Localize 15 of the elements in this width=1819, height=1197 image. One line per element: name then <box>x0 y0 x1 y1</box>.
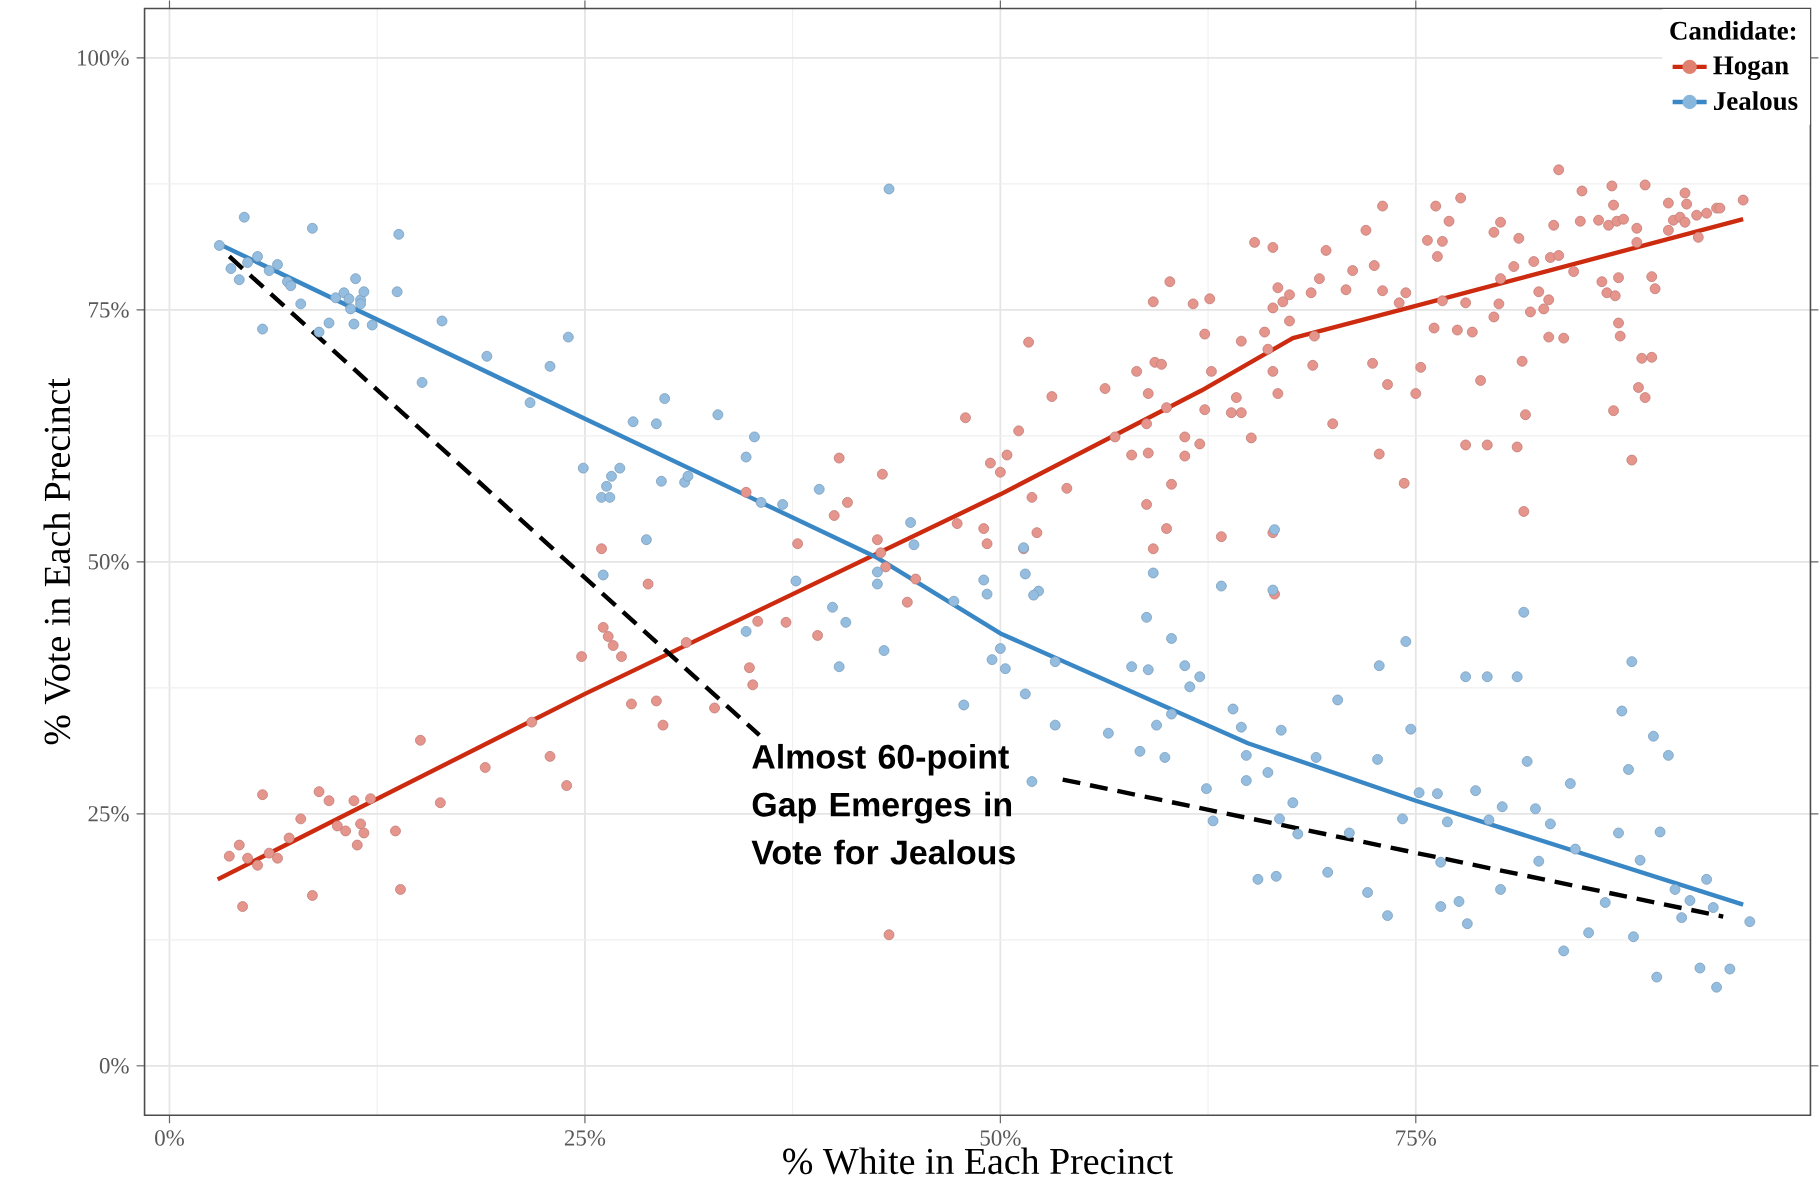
y-tick-label: 0% <box>99 1058 129 1074</box>
y-tick-label: 100% <box>78 50 129 66</box>
y-tick-label: 25% <box>88 806 129 822</box>
y-tick-label: 50% <box>88 554 129 570</box>
y-axis-title: % Vote in Each Precinct <box>43 378 71 745</box>
x-tick-label: 0% <box>155 1130 184 1146</box>
x-tick-label: 50% <box>980 1130 1021 1146</box>
x-tick-label: 25% <box>564 1130 606 1146</box>
x-tick-label: 75% <box>1396 1130 1437 1146</box>
x-axis-title: % White in Each Precinct <box>783 1147 1173 1175</box>
y-tick-label: 75% <box>89 302 129 318</box>
legend-title: Candidate: <box>1670 20 1796 41</box>
annotation: Almost 60-point Gap Emerges in Vote for Jealous <box>751 743 1015 865</box>
legend-label: Jealous <box>1714 91 1798 111</box>
legend-label: Hogan <box>1713 56 1789 81</box>
